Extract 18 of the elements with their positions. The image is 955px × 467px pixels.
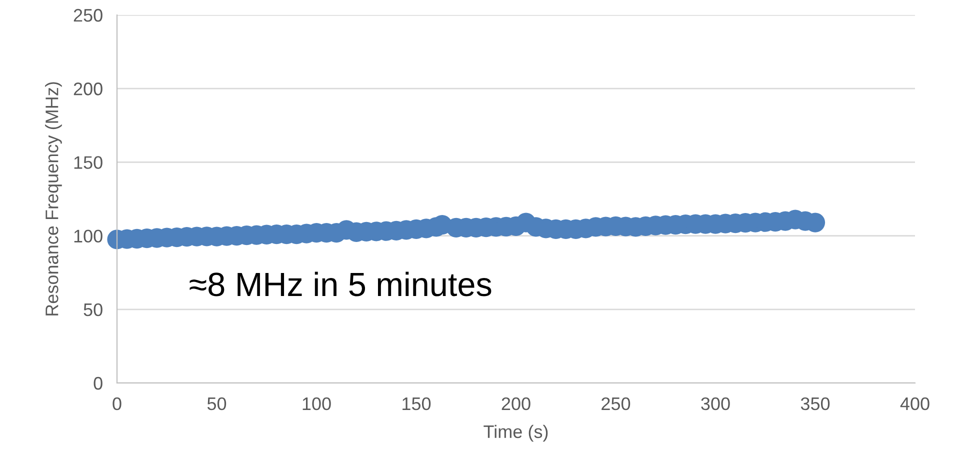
y-tick-label: 100: [74, 230, 102, 243]
x-tick-label: 350: [800, 397, 830, 410]
x-tick-label: 300: [701, 397, 730, 410]
annotation: ≈8 MHz in 5 minutes: [190, 272, 492, 296]
x-tick-label: 200: [502, 397, 530, 410]
y-tick-label: 250: [74, 8, 102, 22]
x-axis-title: Time (s): [484, 424, 548, 442]
x-tick-label: 150: [402, 397, 431, 410]
x-tick-label: 100: [302, 397, 331, 410]
y-tick-label: 150: [74, 156, 102, 169]
y-tick-label: 0: [94, 376, 102, 390]
x-tick-label: 250: [602, 397, 630, 410]
x-tick-label: 0: [112, 397, 122, 410]
x-tick-label: 50: [207, 397, 226, 410]
y-axis-title: Resonance Frequency (MHz): [45, 82, 62, 316]
y-tick-label: 50: [84, 303, 102, 316]
x-tick-label: 400: [900, 397, 930, 410]
y-tick-label: 200: [74, 82, 102, 96]
